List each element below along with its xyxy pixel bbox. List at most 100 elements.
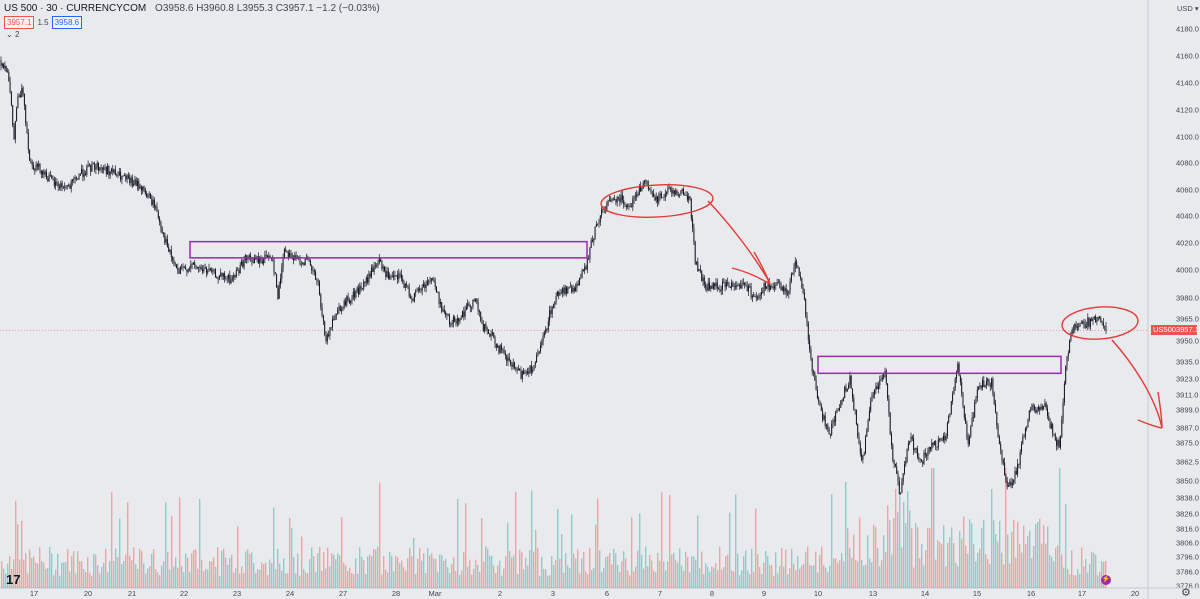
candle-body [1011,482,1013,486]
candle-body [931,442,933,450]
volume-bar [711,566,713,588]
candle-body [62,186,64,188]
candle-body [1054,434,1056,440]
volume-bar [555,559,557,588]
candle-body [970,426,972,437]
x-tick-label: 20 [1131,589,1139,598]
candle-body [68,185,70,187]
volume-bar [775,552,777,588]
candle-body [248,255,250,258]
volume-bar [89,572,91,588]
volume-bar [211,561,213,588]
candle-body [681,189,683,191]
candle-body [339,306,341,312]
candle-body [280,278,281,285]
candle-body [182,266,184,268]
volume-bar [539,575,541,588]
candle-body [100,167,102,169]
candle-body [610,200,612,201]
volume-bar [315,572,317,588]
candle-body [710,285,712,289]
volume-bar [953,542,955,588]
volume-bar [57,553,59,588]
candle-body [1074,324,1076,331]
volume-bar [971,523,973,588]
volume-bar [551,555,553,588]
candle-body [468,303,470,305]
candle-body [881,378,883,379]
candle-body [417,288,419,291]
indicators-toggle[interactable]: ⌄ 2 [6,30,19,39]
volume-bar [313,556,315,588]
volume-bar [295,573,297,588]
tradingview-logo-icon[interactable]: 17 [6,572,21,587]
candle-body [293,258,294,260]
volume-bar [1027,535,1029,588]
candle-body [975,398,977,403]
candle-body [354,291,356,298]
buy-price-box[interactable]: 3958.6 [51,16,83,29]
volume-bar [787,574,789,588]
volume-bar [1017,521,1019,588]
candle-body [335,314,337,316]
candle-body [612,199,614,200]
volume-bar [205,568,207,588]
volume-bar [333,554,335,588]
gear-icon[interactable]: ⚙ [1181,587,1191,599]
candle-body [157,211,159,219]
candle-body [814,372,816,381]
volume-bar [927,527,929,588]
volume-bar [571,514,573,588]
volume-bar [675,559,677,588]
candle-body [1027,419,1029,428]
candle-body [558,291,560,296]
volume-bar [799,568,801,588]
y-tick-label: 3816.0 [1176,525,1199,534]
volume-bar [945,566,947,588]
candle-body [211,269,213,272]
candle-body [134,179,136,185]
symbol-title[interactable]: US 500 · 30 · CURRENCYCOM [4,3,147,14]
candle-body [277,287,279,299]
volume-bar [889,520,891,588]
candle-body [673,190,675,194]
volume-bar [273,507,275,588]
volume-bar [899,495,901,588]
volume-bar [1011,531,1013,588]
sell-price-box[interactable]: 3957.1 [4,16,35,29]
volume-bar [803,564,805,588]
volume-bar [771,565,773,588]
candle-body [1093,316,1095,319]
candle-body [767,281,769,287]
candle-body [198,267,200,269]
y-tick-label: 4000.0 [1176,266,1199,275]
volume-bar [145,573,147,588]
volume-bar [1057,545,1059,588]
candle-body [316,279,318,281]
candle-body [438,292,440,304]
candle-body [189,268,190,270]
candle-body [142,186,144,191]
candle-body [515,367,517,369]
volume-bar [9,556,11,588]
currency-label[interactable]: USD ▾ [1177,4,1199,13]
candle-body [940,438,942,441]
x-tick-label: 17 [30,589,38,598]
candle-body [783,287,785,292]
candle-body [1005,474,1007,481]
volume-bar [415,573,417,588]
lightning-icon[interactable]: ⚡ [1101,575,1111,585]
volume-bar [303,569,305,588]
candle-body [221,272,223,277]
volume-bar [921,544,923,588]
volume-bar [647,566,649,588]
candle-body [169,249,171,252]
x-tick-label: 20 [84,589,92,598]
candle-body [911,436,913,439]
candle-body [954,378,956,388]
candle-body [761,292,762,295]
volume-bar [731,570,733,588]
candle-body [38,163,40,167]
volume-bar [1013,519,1015,588]
